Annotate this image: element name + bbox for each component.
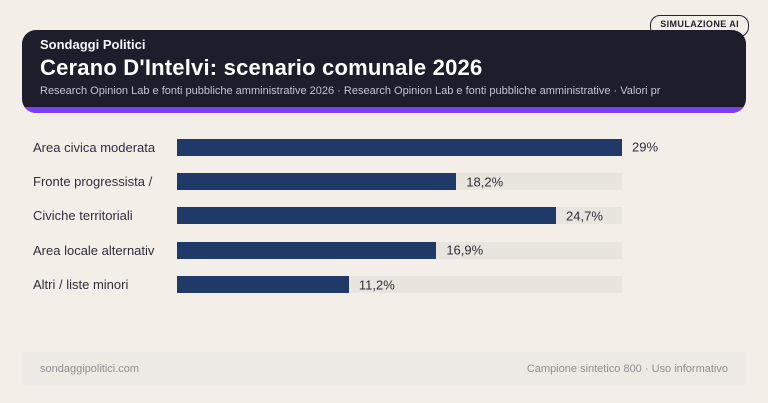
chart-row: Area locale alternativ 16,9% — [0, 233, 768, 267]
category-label: Civiche territoriali — [33, 208, 133, 224]
bar-track: 24,7% — [177, 207, 622, 225]
bar-track: 16,9% — [177, 241, 622, 259]
bar — [177, 276, 349, 294]
chart-row: Area civica moderata 29% — [0, 130, 768, 164]
value-label: 24,7% — [566, 208, 603, 224]
page-title: Cerano D'Intelvi: scenario comunale 2026 — [40, 54, 483, 80]
header-content: Sondaggi Politici Cerano D'Intelvi: scen… — [22, 30, 746, 107]
bar — [177, 173, 457, 191]
value-label: 16,9% — [446, 242, 484, 258]
bar-track: 11,2% — [177, 276, 622, 294]
category-label: Area locale alternativ — [33, 242, 155, 258]
brand-name: Sondaggi Politici — [40, 37, 146, 52]
chart-row: Fronte progressista / 18,2% — [0, 164, 768, 198]
category-label: Altri / liste minori — [33, 277, 129, 293]
bar — [177, 207, 557, 225]
value-label: 11,2% — [358, 277, 395, 293]
value-label: 18,2% — [466, 174, 504, 190]
category-label: Area civica moderata — [33, 139, 156, 155]
bar-chart: Area civica moderata 29% Fronte progressis… — [0, 130, 768, 302]
footer-note: Campione sintetico 800 · Uso informativo — [526, 363, 728, 375]
footer-band: sondaggipolitici.com Campione sintetico … — [22, 352, 746, 386]
bar-track: 29% — [177, 138, 658, 156]
bar-track: 18,2% — [177, 173, 622, 191]
bar — [177, 241, 437, 259]
value-label: 29% — [632, 139, 659, 155]
accent-bar — [22, 107, 746, 114]
chart-row: Civiche territoriali 24,7% — [0, 199, 768, 233]
chart-row: Altri / liste minori 11,2% — [0, 268, 768, 302]
subtitle: Research Opinion Lab e fonti pubbliche a… — [40, 84, 661, 97]
header-card: Sondaggi Politici Cerano D'Intelvi: scen… — [22, 30, 746, 114]
bar — [177, 138, 622, 156]
category-label: Fronte progressista / — [33, 174, 153, 190]
footer-site: sondaggipolitici.com — [40, 363, 140, 375]
